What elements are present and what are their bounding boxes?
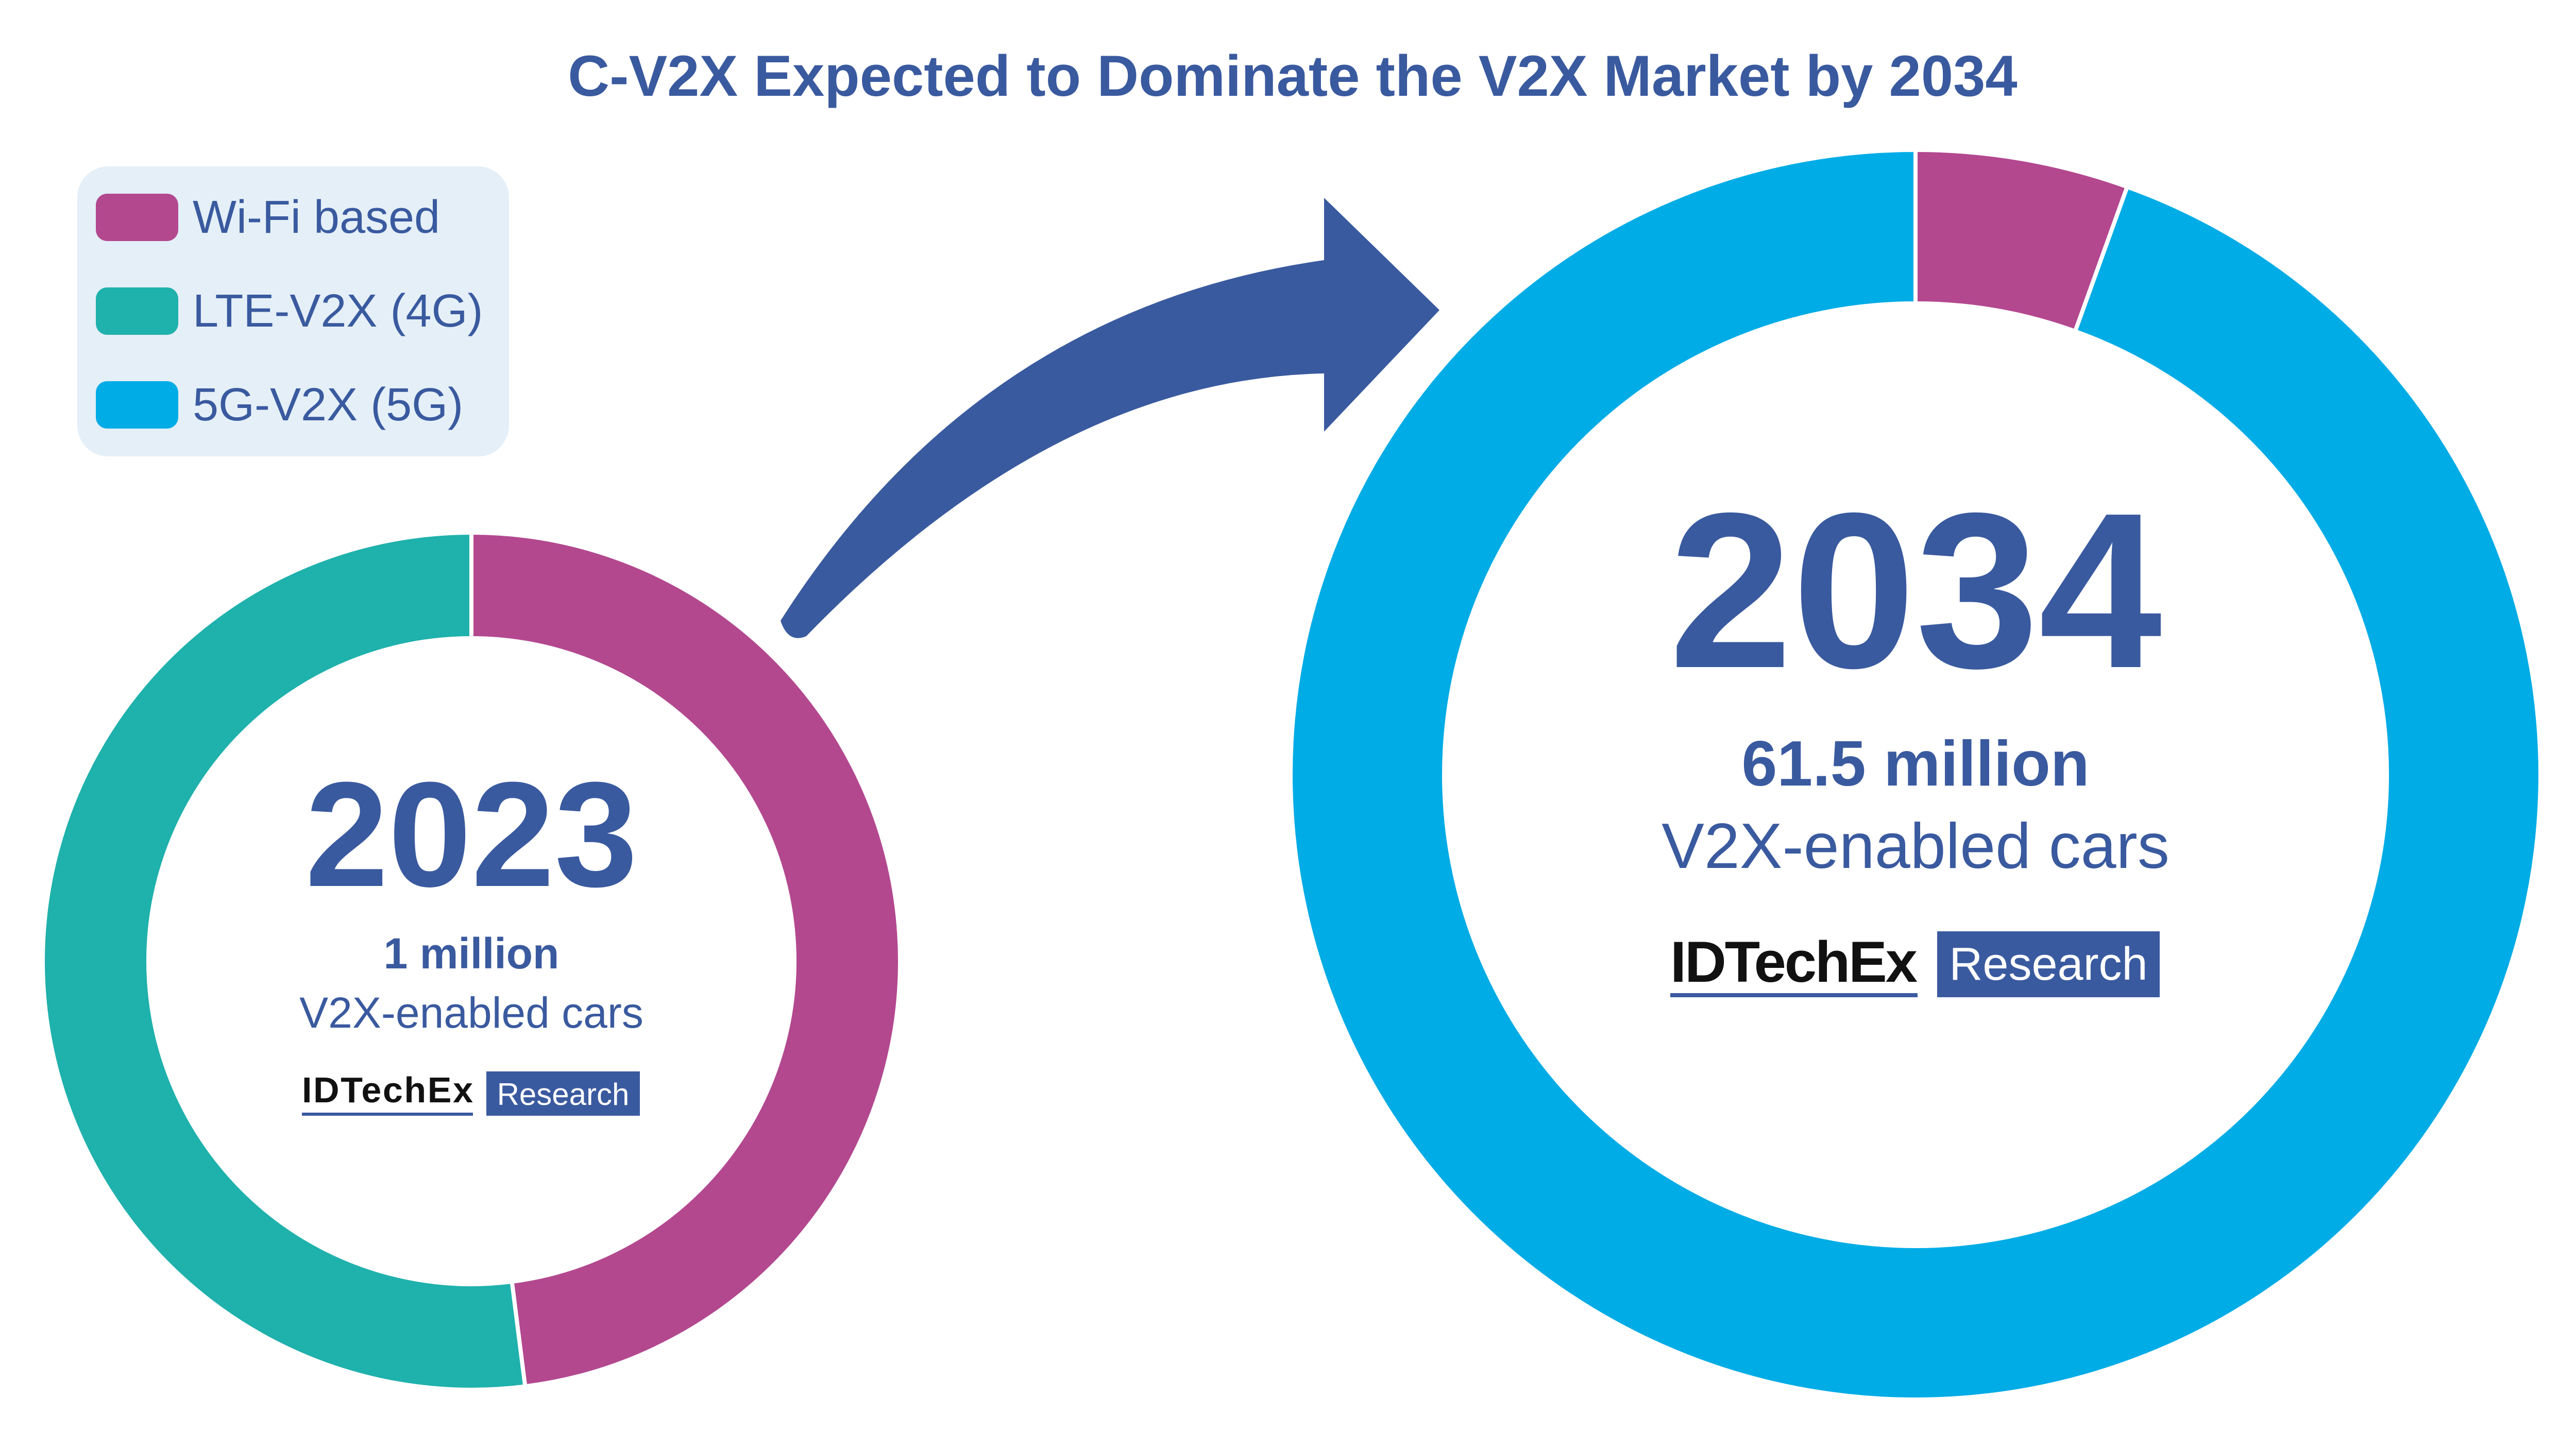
growth-arrow <box>781 198 1439 638</box>
logo-tag-bg <box>1937 931 2160 997</box>
total-2023: 1 million <box>384 929 560 978</box>
logo-tag-bg <box>486 1071 640 1116</box>
legend-swatch-wifi <box>96 194 178 241</box>
logo-brand: IDTechEx <box>302 1070 473 1110</box>
donut-2034 <box>1289 147 2543 1402</box>
logo-brand: IDTechEx <box>1670 930 1918 994</box>
subtitle-2023: V2X-enabled cars <box>299 988 643 1037</box>
donut-slice-wi-fi-based <box>469 530 902 1389</box>
donut-2023 <box>41 530 902 1392</box>
logo-tag: Research <box>1949 939 2147 990</box>
logo-underline <box>302 1113 473 1116</box>
logo-underline <box>1670 993 1918 997</box>
subtitle-2034: V2X-enabled cars <box>1662 811 2170 882</box>
legend-label-wifi: Wi-Fi based <box>193 192 440 243</box>
idtechex-logo-large: IDTechEx Research <box>1670 930 2160 997</box>
legend-swatch-5g <box>96 381 178 429</box>
legend-background <box>77 166 509 456</box>
chart-title: C-V2X Expected to Dominate the V2X Marke… <box>568 44 2017 108</box>
legend-swatch-lte <box>96 287 178 335</box>
legend-label-5g: 5G-V2X (5G) <box>193 379 463 431</box>
idtechex-logo-small: IDTechEx Research <box>302 1070 640 1116</box>
year-2034-label: 2034 <box>1669 467 2163 714</box>
year-2023-label: 2023 <box>305 751 637 918</box>
total-2034: 61.5 million <box>1741 728 2089 799</box>
donut-slice-lte-v2x-4g <box>41 530 528 1392</box>
legend: Wi-Fi based LTE-V2X (4G) 5G-V2X (5G) <box>77 166 509 456</box>
logo-tag: Research <box>497 1077 630 1112</box>
donut-slice-5g-v2x-5g <box>1289 147 2543 1402</box>
legend-label-lte: LTE-V2X (4G) <box>193 285 483 337</box>
